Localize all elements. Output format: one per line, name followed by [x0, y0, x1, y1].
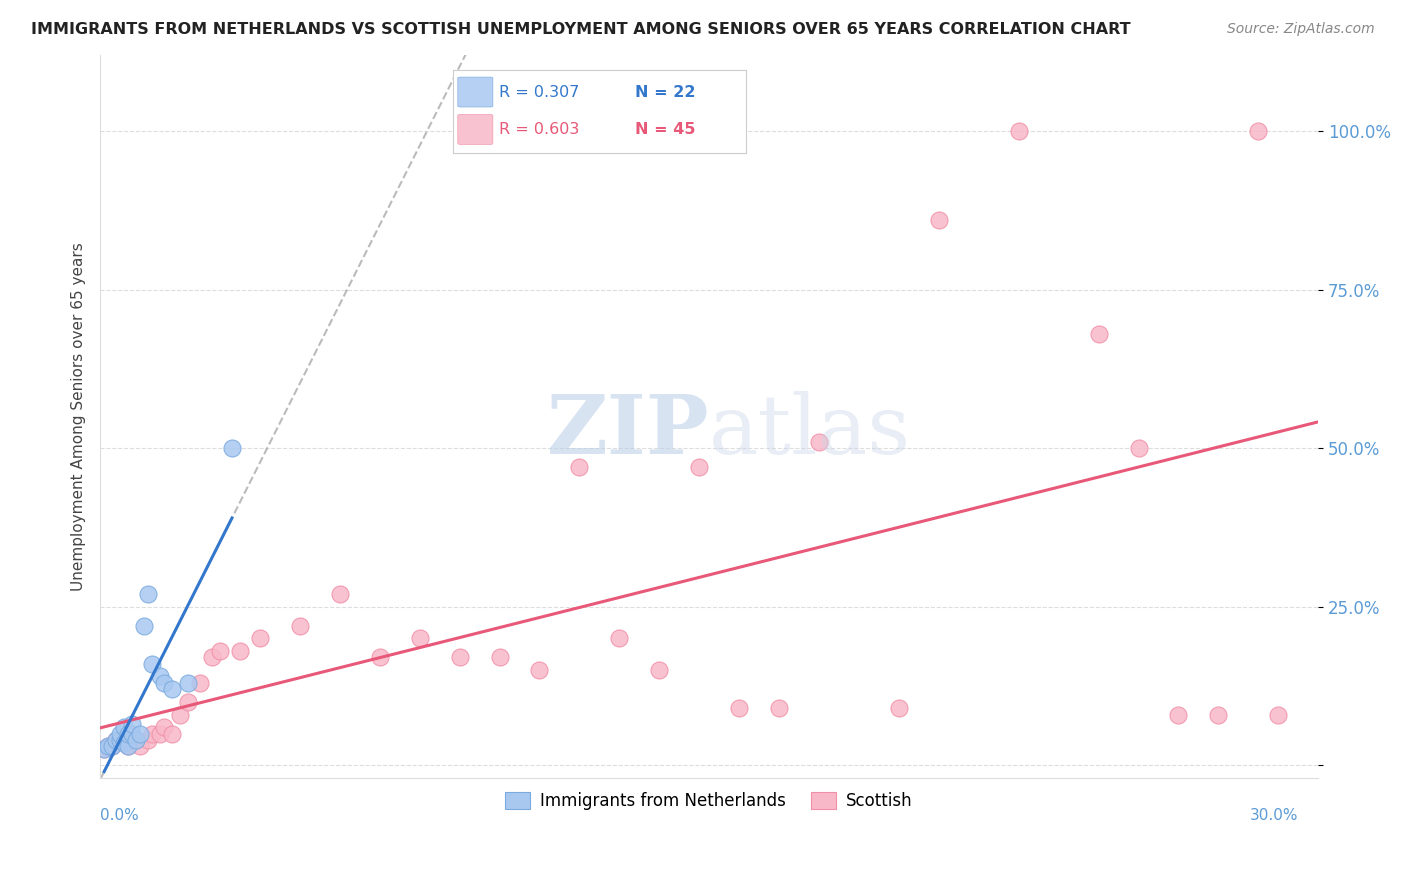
Point — [141, 726, 163, 740]
Point — [529, 663, 551, 677]
Point — [887, 701, 910, 715]
Point — [368, 650, 391, 665]
Point — [288, 619, 311, 633]
Point — [97, 739, 120, 754]
Point — [117, 726, 139, 740]
Point — [160, 682, 183, 697]
Point — [129, 726, 152, 740]
Point — [607, 632, 630, 646]
Point — [177, 675, 200, 690]
Legend: Immigrants from Netherlands, Scottish: Immigrants from Netherlands, Scottish — [499, 785, 920, 816]
Text: atlas: atlas — [709, 391, 911, 471]
Point — [149, 726, 172, 740]
Point — [97, 739, 120, 754]
Point — [648, 663, 671, 677]
Point — [112, 736, 135, 750]
Point — [132, 619, 155, 633]
Point — [108, 732, 131, 747]
Point — [149, 669, 172, 683]
Point — [728, 701, 751, 715]
Point — [188, 675, 211, 690]
Point — [449, 650, 471, 665]
Point — [125, 732, 148, 747]
Point — [768, 701, 790, 715]
Point — [1208, 707, 1230, 722]
Point — [153, 720, 176, 734]
Point — [688, 460, 710, 475]
Point — [105, 732, 128, 747]
Point — [108, 726, 131, 740]
Point — [1008, 124, 1031, 138]
Point — [329, 587, 352, 601]
Point — [121, 717, 143, 731]
Text: Source: ZipAtlas.com: Source: ZipAtlas.com — [1227, 22, 1375, 37]
Point — [129, 739, 152, 754]
Point — [93, 742, 115, 756]
Point — [101, 739, 124, 754]
Point — [169, 707, 191, 722]
Point — [408, 632, 430, 646]
Point — [117, 739, 139, 754]
Point — [928, 213, 950, 227]
Point — [1247, 124, 1270, 138]
Point — [117, 739, 139, 754]
Point — [112, 732, 135, 747]
Text: 0.0%: 0.0% — [100, 808, 139, 823]
Text: 30.0%: 30.0% — [1250, 808, 1298, 823]
Point — [136, 732, 159, 747]
Point — [1267, 707, 1289, 722]
Point — [1167, 707, 1189, 722]
Point — [488, 650, 510, 665]
Point — [121, 732, 143, 747]
Point — [108, 732, 131, 747]
Point — [101, 739, 124, 754]
Point — [121, 726, 143, 740]
Point — [93, 742, 115, 756]
Point — [177, 695, 200, 709]
Point — [112, 720, 135, 734]
Y-axis label: Unemployment Among Seniors over 65 years: Unemployment Among Seniors over 65 years — [72, 242, 86, 591]
Point — [568, 460, 591, 475]
Point — [141, 657, 163, 671]
Point — [160, 726, 183, 740]
Text: IMMIGRANTS FROM NETHERLANDS VS SCOTTISH UNEMPLOYMENT AMONG SENIORS OVER 65 YEARS: IMMIGRANTS FROM NETHERLANDS VS SCOTTISH … — [31, 22, 1130, 37]
Text: ZIP: ZIP — [547, 391, 709, 471]
Point — [201, 650, 224, 665]
Point — [221, 442, 243, 456]
Point — [125, 732, 148, 747]
Point — [249, 632, 271, 646]
Point — [808, 434, 831, 449]
Point — [153, 675, 176, 690]
Point — [1128, 442, 1150, 456]
Point — [105, 732, 128, 747]
Point — [208, 644, 231, 658]
Point — [1087, 327, 1109, 342]
Point — [136, 587, 159, 601]
Point — [229, 644, 252, 658]
